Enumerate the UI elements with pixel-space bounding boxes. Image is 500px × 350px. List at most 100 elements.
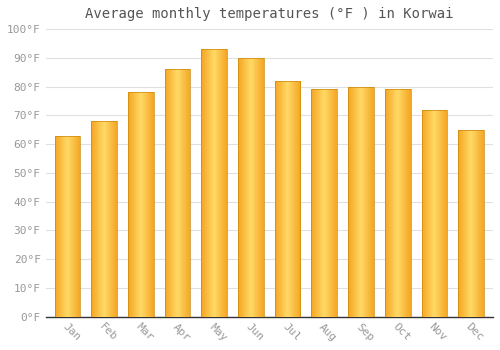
Bar	[473, 130, 474, 317]
Bar	[294, 81, 296, 317]
Bar	[422, 110, 447, 317]
Bar	[151, 92, 152, 317]
Bar	[348, 86, 349, 317]
Bar	[352, 86, 354, 317]
Bar	[467, 130, 468, 317]
Bar	[130, 92, 132, 317]
Bar	[174, 69, 175, 317]
Bar	[99, 121, 100, 317]
Bar	[184, 69, 186, 317]
Bar	[238, 58, 264, 317]
Bar	[65, 135, 66, 317]
Bar	[261, 58, 262, 317]
Bar	[292, 81, 293, 317]
Bar	[409, 90, 410, 317]
Bar	[135, 92, 136, 317]
Bar	[69, 135, 70, 317]
Bar	[289, 81, 290, 317]
Bar	[128, 92, 130, 317]
Bar	[96, 121, 97, 317]
Bar	[287, 81, 288, 317]
Bar	[145, 92, 146, 317]
Bar	[364, 86, 365, 317]
Bar	[326, 90, 327, 317]
Bar	[322, 90, 323, 317]
Bar	[175, 69, 176, 317]
Bar	[472, 130, 473, 317]
Bar	[390, 90, 392, 317]
Bar	[471, 130, 472, 317]
Bar	[403, 90, 404, 317]
Bar	[360, 86, 361, 317]
Bar	[137, 92, 138, 317]
Bar	[314, 90, 316, 317]
Bar	[348, 86, 374, 317]
Bar	[245, 58, 246, 317]
Bar	[480, 130, 482, 317]
Bar	[461, 130, 462, 317]
Bar	[464, 130, 466, 317]
Bar	[387, 90, 388, 317]
Bar	[54, 135, 56, 317]
Bar	[92, 121, 117, 317]
Bar	[166, 69, 168, 317]
Bar	[107, 121, 108, 317]
Bar	[432, 110, 433, 317]
Bar	[182, 69, 183, 317]
Bar	[293, 81, 294, 317]
Bar	[212, 49, 213, 317]
Bar	[204, 49, 206, 317]
Bar	[220, 49, 222, 317]
Bar	[218, 49, 219, 317]
Bar	[101, 121, 102, 317]
Bar	[400, 90, 401, 317]
Bar	[187, 69, 188, 317]
Bar	[134, 92, 135, 317]
Bar	[260, 58, 262, 317]
Bar	[434, 110, 435, 317]
Bar	[152, 92, 153, 317]
Bar	[365, 86, 366, 317]
Bar	[177, 69, 178, 317]
Bar	[424, 110, 426, 317]
Bar	[361, 86, 362, 317]
Bar	[108, 121, 110, 317]
Bar	[335, 90, 336, 317]
Bar	[470, 130, 471, 317]
Bar	[206, 49, 208, 317]
Bar	[133, 92, 134, 317]
Bar	[238, 58, 239, 317]
Bar	[242, 58, 244, 317]
Bar	[110, 121, 112, 317]
Bar	[258, 58, 260, 317]
Bar	[330, 90, 332, 317]
Bar	[482, 130, 484, 317]
Bar	[458, 130, 459, 317]
Bar	[181, 69, 182, 317]
Bar	[397, 90, 398, 317]
Bar	[207, 49, 208, 317]
Bar	[63, 135, 64, 317]
Bar	[248, 58, 249, 317]
Bar	[252, 58, 253, 317]
Bar	[226, 49, 227, 317]
Bar	[460, 130, 461, 317]
Bar	[435, 110, 436, 317]
Bar	[358, 86, 359, 317]
Bar	[332, 90, 334, 317]
Bar	[318, 90, 319, 317]
Bar	[182, 69, 184, 317]
Bar	[431, 110, 432, 317]
Bar	[256, 58, 257, 317]
Bar	[313, 90, 314, 317]
Bar	[284, 81, 285, 317]
Bar	[138, 92, 139, 317]
Bar	[394, 90, 395, 317]
Bar	[215, 49, 216, 317]
Bar	[256, 58, 258, 317]
Bar	[219, 49, 220, 317]
Bar	[222, 49, 224, 317]
Bar	[428, 110, 430, 317]
Bar	[148, 92, 150, 317]
Bar	[281, 81, 282, 317]
